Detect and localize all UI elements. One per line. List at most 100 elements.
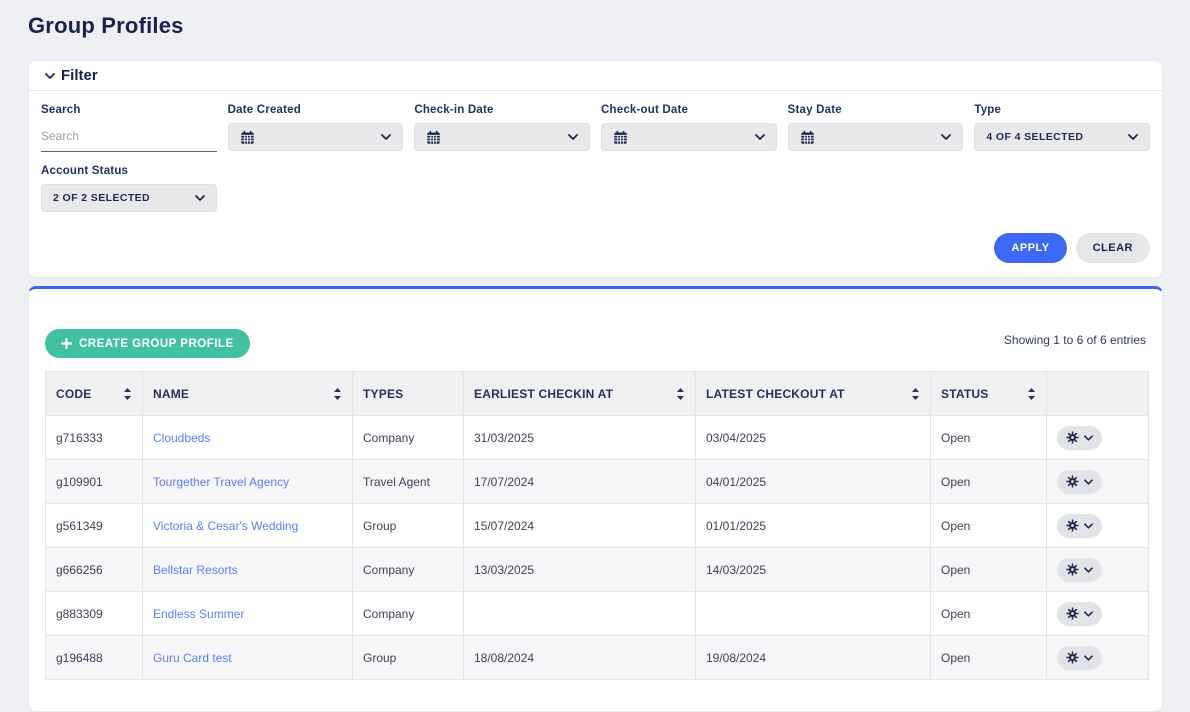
group-name-link[interactable]: Victoria & Cesar's Wedding: [153, 518, 299, 533]
group-name-link[interactable]: Tourgether Travel Agency: [153, 474, 290, 489]
table-row: g561349 Victoria & Cesar's Wedding Group…: [45, 503, 1149, 548]
type-label: Type: [974, 104, 1002, 116]
filter-body: Search Date Created: [29, 91, 1162, 277]
status-cell: Open: [930, 547, 1047, 592]
sort-icon[interactable]: [123, 387, 132, 400]
calendar-icon: [613, 129, 628, 145]
create-group-profile-label: CREATE GROUP PROFILE: [79, 337, 234, 350]
earliest-checkin-cell: [463, 591, 696, 636]
date-created-field-group: Date Created: [227, 104, 404, 152]
code-cell: g666256: [45, 547, 143, 592]
gear-icon: [1066, 431, 1079, 444]
name-cell: Cloudbeds: [142, 415, 353, 460]
clear-button[interactable]: CLEAR: [1075, 233, 1150, 263]
name-cell: Tourgether Travel Agency: [142, 459, 353, 504]
name-cell: Victoria & Cesar's Wedding: [142, 503, 353, 548]
earliest-checkin-cell: 13/03/2025: [463, 547, 696, 592]
latest-checkout-cell: 19/08/2024: [695, 635, 931, 680]
search-field-group: Search: [41, 104, 217, 152]
actions-cell: [1046, 459, 1149, 504]
gear-icon: [1066, 519, 1079, 532]
calendar-icon: [800, 129, 815, 145]
account-status-select[interactable]: 2 OF 2 SELECTED: [41, 184, 217, 212]
apply-button[interactable]: APPLY: [994, 233, 1067, 263]
filter-row-2: Account Status 2 OF 2 SELECTED: [41, 165, 1150, 212]
column-header-code[interactable]: CODE: [45, 371, 143, 416]
filter-card: Filter Search Date Created: [28, 60, 1163, 278]
gear-icon: [1066, 563, 1079, 576]
group-name-link[interactable]: Endless Summer: [153, 606, 245, 621]
column-header-status[interactable]: STATUS: [930, 371, 1047, 416]
row-actions-button[interactable]: [1057, 557, 1102, 582]
checkin-date-label: Check-in Date: [414, 104, 494, 116]
group-name-link[interactable]: Bellstar Resorts: [153, 562, 238, 577]
row-actions-button[interactable]: [1057, 425, 1102, 450]
account-status-field-group: Account Status 2 OF 2 SELECTED: [41, 165, 217, 212]
group-name-link[interactable]: Guru Card test: [153, 650, 232, 665]
date-created-select[interactable]: [227, 123, 404, 151]
checkout-date-field-group: Check-out Date: [601, 104, 777, 152]
chevron-down-icon: [1084, 522, 1093, 529]
row-actions-button[interactable]: [1057, 645, 1102, 670]
code-cell: g196488: [45, 635, 143, 680]
column-header-latest-checkout[interactable]: LATEST CHECKOUT AT: [695, 371, 931, 416]
type-select[interactable]: 4 OF 4 SELECTED: [974, 123, 1150, 151]
table-row: g196488 Guru Card test Group 18/08/2024 …: [45, 635, 1149, 680]
name-cell: Bellstar Resorts: [142, 547, 353, 592]
chevron-down-icon: [941, 134, 952, 140]
stay-date-field-group: Stay Date: [787, 104, 964, 152]
checkin-date-select[interactable]: [414, 123, 590, 151]
actions-cell: [1046, 415, 1149, 460]
checkout-date-label: Check-out Date: [601, 104, 689, 116]
code-cell: g109901: [45, 459, 143, 504]
entries-count-text: Showing 1 to 6 of 6 entries: [1003, 333, 1146, 347]
row-actions-button[interactable]: [1057, 469, 1102, 494]
checkout-date-select[interactable]: [601, 123, 777, 151]
chevron-down-icon: [1084, 654, 1093, 661]
gear-icon: [1066, 475, 1079, 488]
column-header-name[interactable]: NAME: [142, 371, 353, 416]
chevron-down-icon: [1084, 566, 1093, 573]
table-row: g716333 Cloudbeds Company 31/03/2025 03/…: [45, 415, 1149, 460]
filter-actions: APPLY CLEAR: [41, 233, 1150, 263]
code-cell: g883309: [45, 591, 143, 636]
row-actions-button[interactable]: [1057, 601, 1102, 626]
sort-icon[interactable]: [333, 387, 342, 400]
sort-icon[interactable]: [911, 387, 920, 400]
types-cell: Company: [352, 547, 464, 592]
filter-collapse-header[interactable]: Filter: [29, 61, 1162, 91]
column-header-actions: [1046, 371, 1149, 416]
search-label: Search: [41, 104, 81, 116]
chevron-down-icon: [568, 134, 578, 140]
group-name-link[interactable]: Cloudbeds: [153, 430, 211, 445]
table-toolbar: CREATE GROUP PROFILE Showing 1 to 6 of 6…: [45, 329, 1146, 358]
name-cell: Endless Summer: [142, 591, 353, 636]
sort-icon[interactable]: [676, 387, 685, 400]
chevron-down-icon: [1084, 610, 1093, 617]
code-cell: g561349: [45, 503, 143, 548]
calendar-icon: [426, 129, 441, 145]
create-group-profile-button[interactable]: CREATE GROUP PROFILE: [45, 329, 250, 358]
code-cell: g716333: [45, 415, 143, 460]
status-cell: Open: [930, 459, 1047, 504]
search-input[interactable]: [41, 123, 217, 152]
stay-date-select[interactable]: [787, 123, 964, 151]
name-cell: Guru Card test: [142, 635, 353, 680]
status-cell: Open: [930, 415, 1047, 460]
plus-icon: [61, 338, 72, 349]
actions-cell: [1046, 635, 1149, 680]
sort-icon[interactable]: [1027, 387, 1036, 400]
stay-date-label: Stay Date: [787, 104, 842, 116]
account-status-label: Account Status: [41, 165, 129, 177]
column-header-earliest-checkin[interactable]: EARLIEST CHECKIN AT: [463, 371, 696, 416]
earliest-checkin-cell: 18/08/2024: [463, 635, 696, 680]
row-actions-button[interactable]: [1057, 513, 1102, 538]
table-body: g716333 Cloudbeds Company 31/03/2025 03/…: [45, 415, 1149, 680]
latest-checkout-cell: 01/01/2025: [695, 503, 931, 548]
chevron-down-icon: [1128, 134, 1138, 140]
page-title: Group Profiles: [28, 13, 184, 38]
filter-row-1: Search Date Created: [41, 104, 1150, 152]
date-created-label: Date Created: [227, 104, 301, 116]
types-cell: Group: [352, 503, 464, 548]
